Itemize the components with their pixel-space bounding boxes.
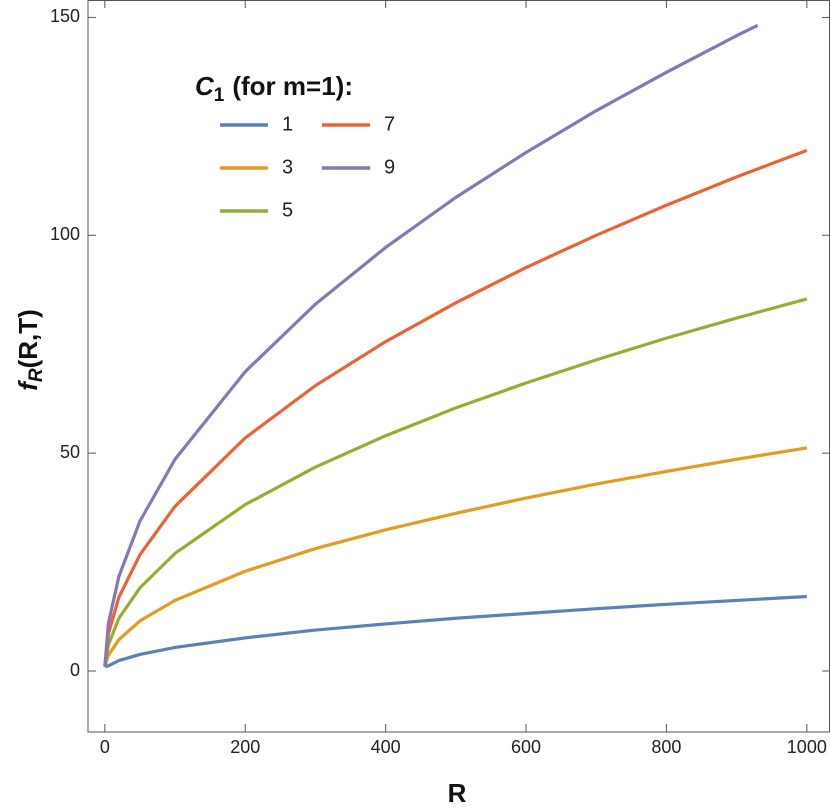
x-tick-label: 0: [100, 737, 110, 757]
y-label-symbol: f: [13, 380, 43, 391]
y-tick-label: 100: [50, 224, 80, 244]
legend-label: 5: [282, 199, 293, 221]
legend-title-sub: 1: [214, 85, 225, 106]
series-line: [103, 297, 808, 667]
y-tick-label: 0: [70, 660, 80, 680]
y-tick-label: 50: [60, 442, 80, 462]
x-axis-label: R: [448, 778, 467, 808]
y-axis-label: fR(R,T): [13, 309, 47, 391]
series-line: [104, 594, 807, 669]
y-label-sub: R: [26, 368, 47, 382]
legend-label: 9: [384, 156, 395, 178]
legend-title-rest: (for m=1):: [232, 71, 353, 101]
x-tick-label: 200: [230, 737, 260, 757]
legend-label: 7: [384, 113, 395, 135]
x-tick-label: 600: [511, 737, 541, 757]
legend-title: C1 (for m=1):: [195, 71, 353, 106]
legend-title-symbol: C: [195, 71, 215, 101]
legend-label: 1: [282, 113, 293, 135]
x-tick-label: 800: [651, 737, 681, 757]
y-label-rest: (R,T): [13, 309, 43, 368]
plot-frame: [87, 0, 830, 733]
series-line: [103, 446, 808, 668]
x-tick-label: 400: [371, 737, 401, 757]
series-line: [103, 148, 808, 667]
y-tick-label: 150: [50, 6, 80, 26]
series-line: [103, 23, 759, 667]
legend-label: 3: [282, 156, 293, 178]
x-tick-label: 1000: [787, 737, 827, 757]
